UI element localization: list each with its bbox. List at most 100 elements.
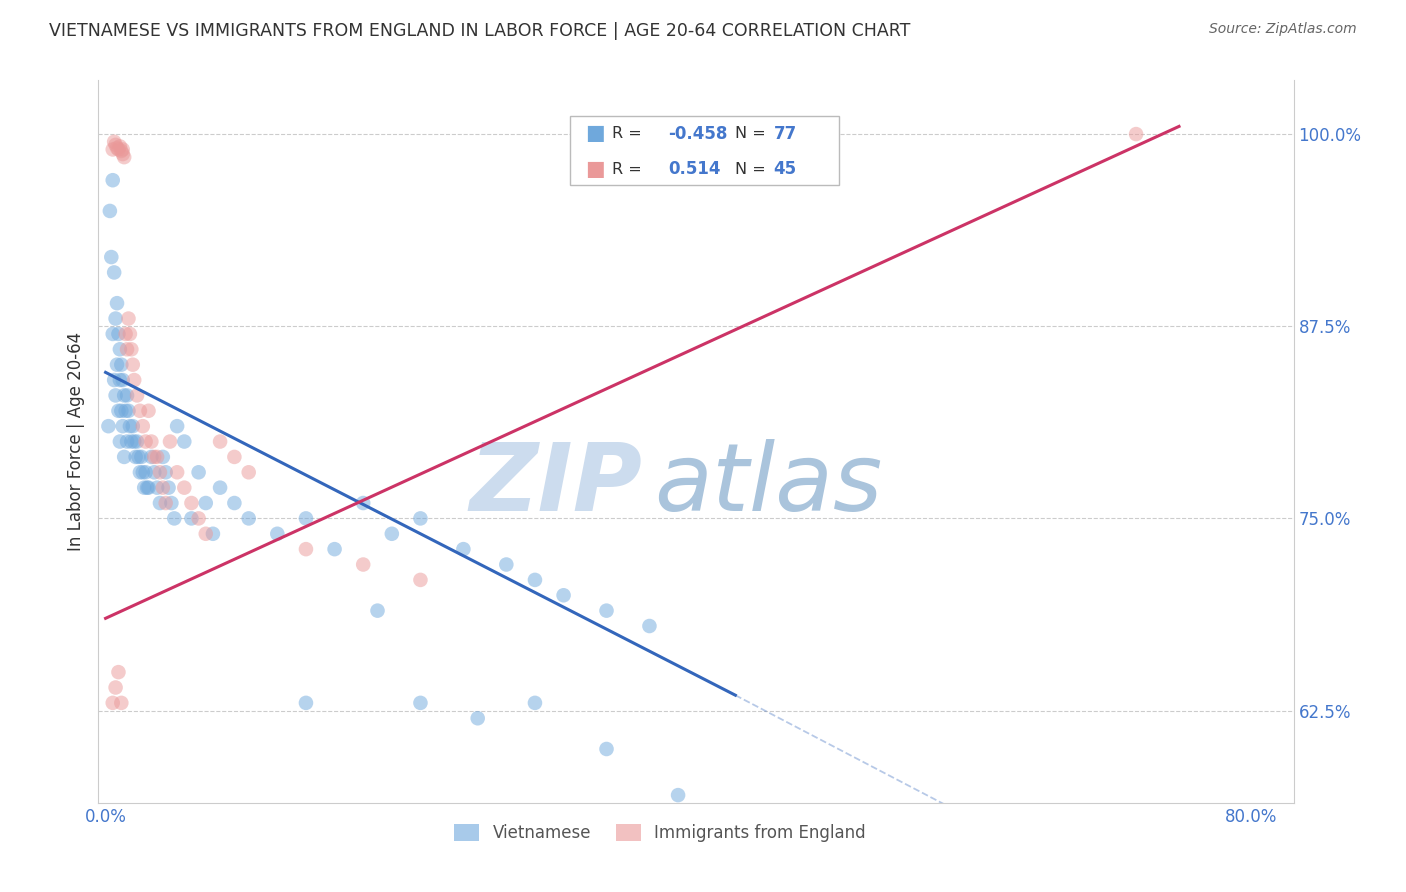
Point [128,450,150,464]
Point [187,465,209,479]
Point [118,326,141,341]
Point [112,450,135,464]
Point [295,511,318,525]
Point [114,404,136,418]
Point [135,465,157,479]
Point [166,465,188,479]
Point [295,696,318,710]
Point [117,311,139,326]
Point [101,696,124,710]
Point [115,388,138,402]
Point [595,742,617,756]
Point [187,511,209,525]
Point [157,481,180,495]
Point [495,558,517,572]
Text: ■: ■ [585,123,605,143]
Point [107,665,129,680]
Point [138,481,160,495]
Point [266,526,288,541]
Point [103,135,125,149]
Point [98,203,121,218]
Point [143,465,166,479]
Point [209,481,232,495]
Point [224,496,246,510]
Point [108,434,131,449]
Point [122,434,145,449]
Point [595,604,617,618]
Point [131,450,153,464]
Text: 45: 45 [773,161,797,178]
Point [112,388,135,402]
Point [104,681,127,695]
Point [125,434,148,449]
Point [110,696,132,710]
Point [118,419,141,434]
Point [108,373,131,387]
Point [209,434,232,449]
Point [108,343,131,357]
Point [163,511,186,525]
Point [638,619,661,633]
Point [104,311,127,326]
Y-axis label: In Labor Force | Age 20-64: In Labor Force | Age 20-64 [66,332,84,551]
Point [194,496,217,510]
Point [152,481,174,495]
Point [124,450,146,464]
Point [103,373,125,387]
Point [100,250,122,264]
Point [141,434,163,449]
Point [553,588,575,602]
Point [224,450,246,464]
Point [136,481,159,495]
Text: Source: ZipAtlas.com: Source: ZipAtlas.com [1209,22,1357,37]
Point [134,481,156,495]
Point [323,542,346,557]
Text: N =: N = [735,127,766,141]
Point [129,465,152,479]
Point [101,326,124,341]
Text: -0.458: -0.458 [668,125,728,143]
Point [111,419,134,434]
Point [155,465,177,479]
Point [111,143,134,157]
Point [105,141,128,155]
Point [129,404,152,418]
Point [159,434,181,449]
Point [160,496,183,510]
Point [110,358,132,372]
Point [367,604,389,618]
Point [146,450,169,464]
Point [352,558,374,572]
Point [105,296,128,310]
Point [122,373,145,387]
Point [138,404,160,418]
Point [166,419,188,434]
Text: 0.514: 0.514 [668,161,721,178]
Point [120,434,142,449]
Point [352,496,374,510]
Bar [571,116,839,185]
Point [523,696,546,710]
Point [152,450,174,464]
Point [105,358,128,372]
Point [115,343,138,357]
Point [110,144,132,158]
Point [111,373,134,387]
Text: ZIP: ZIP [470,439,643,531]
Text: ■: ■ [585,159,605,179]
Point [666,788,689,802]
Point [155,496,177,510]
Point [180,496,202,510]
Point [115,434,138,449]
Point [101,173,124,187]
Point [132,465,155,479]
Point [110,404,132,418]
Point [132,419,155,434]
Point [409,696,432,710]
Point [108,139,131,153]
Point [135,434,157,449]
Point [97,419,120,434]
Text: R =: R = [613,127,647,141]
Point [141,450,163,464]
Text: 77: 77 [773,125,797,143]
